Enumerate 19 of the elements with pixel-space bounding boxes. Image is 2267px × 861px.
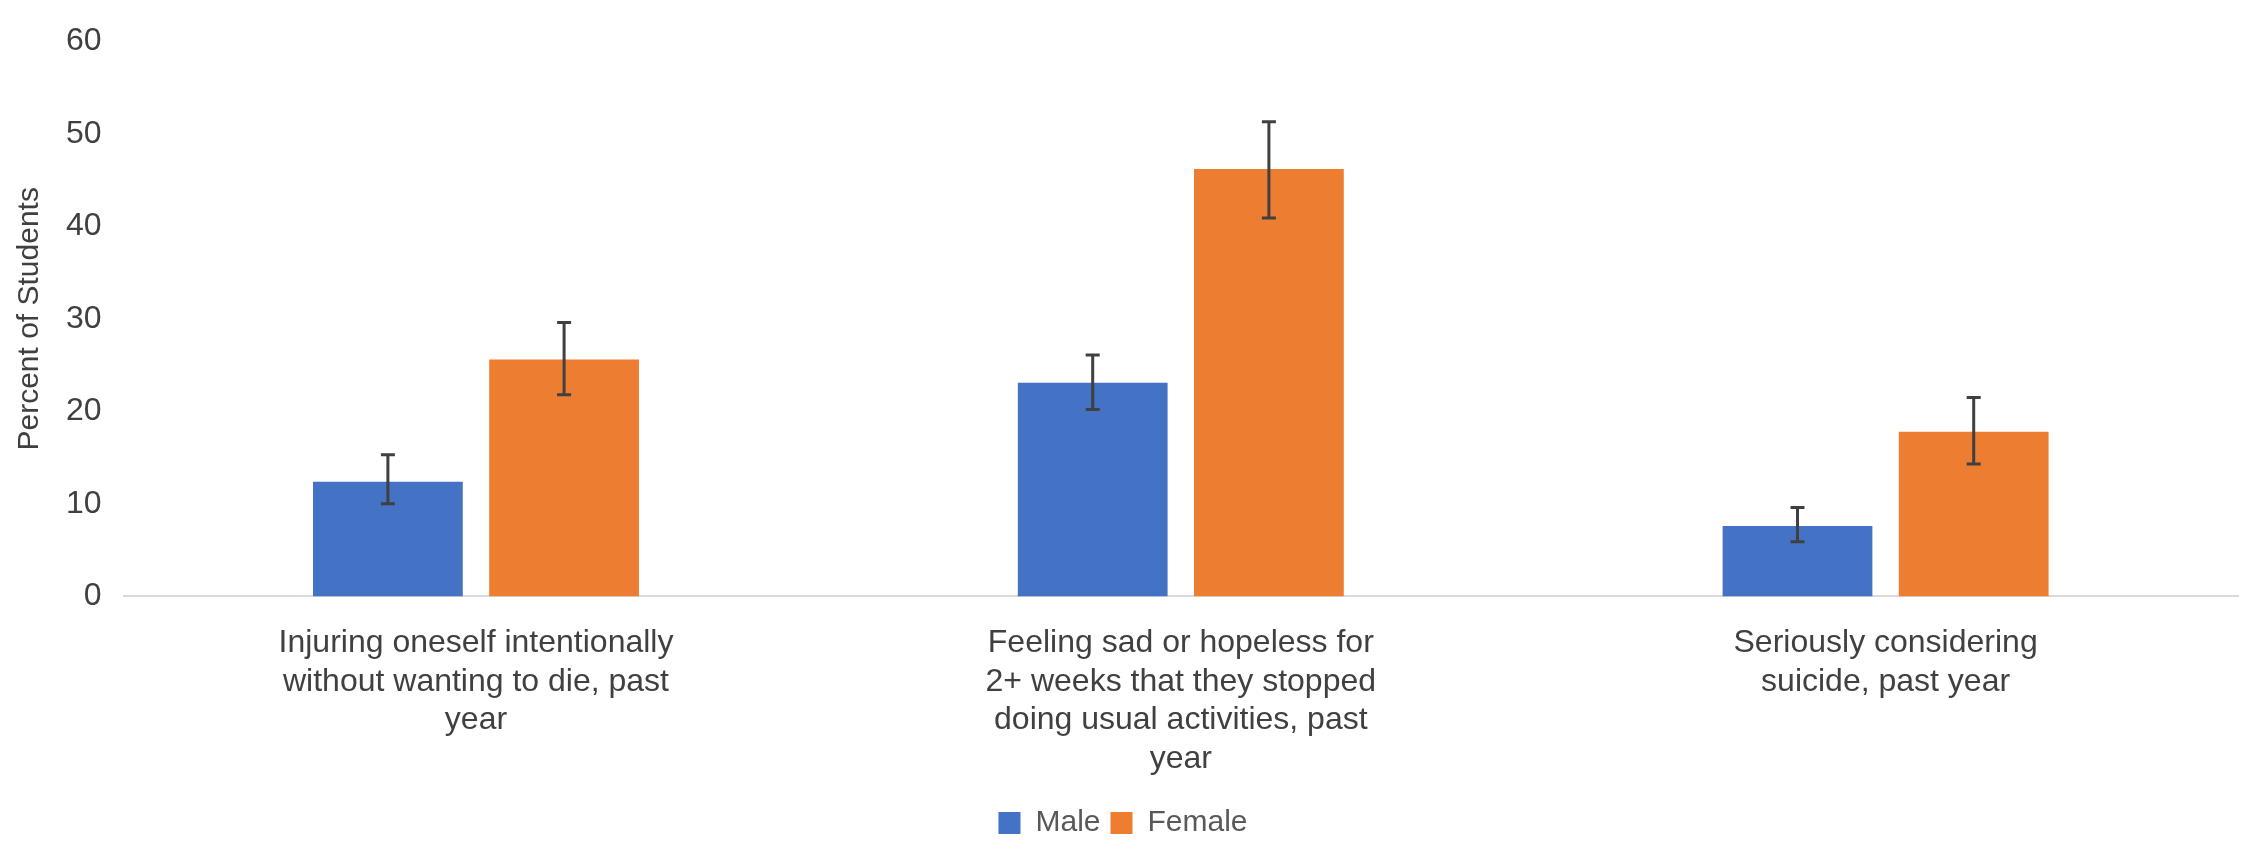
y-tick-label: 20 (66, 391, 102, 428)
y-tick-label: 40 (66, 206, 102, 243)
bar (1194, 168, 1344, 597)
legend-label: Female (1147, 804, 1248, 838)
legend-label: Male (1035, 804, 1101, 838)
y-tick-label: 50 (66, 113, 102, 150)
x-tick-label: Injuring oneself intentionally without wanting to die, past year (278, 623, 674, 737)
bar (313, 481, 463, 597)
bar (1898, 431, 2049, 597)
y-tick-label: 0 (83, 576, 102, 613)
y-tick-label: 60 (66, 21, 102, 58)
y-tick-label: 10 (66, 483, 102, 520)
y-tick-label: 30 (66, 298, 102, 335)
x-tick-label: Feeling sad or hopeless for 2+ weeks that they stopped doing usual activities, past year (985, 623, 1377, 775)
bar (1017, 382, 1168, 597)
y-axis-title: Percent of Students (11, 187, 45, 451)
bar (489, 359, 639, 597)
bar (1722, 526, 1873, 597)
x-tick-label: Seriously considering suicide, past year (1733, 623, 2038, 698)
